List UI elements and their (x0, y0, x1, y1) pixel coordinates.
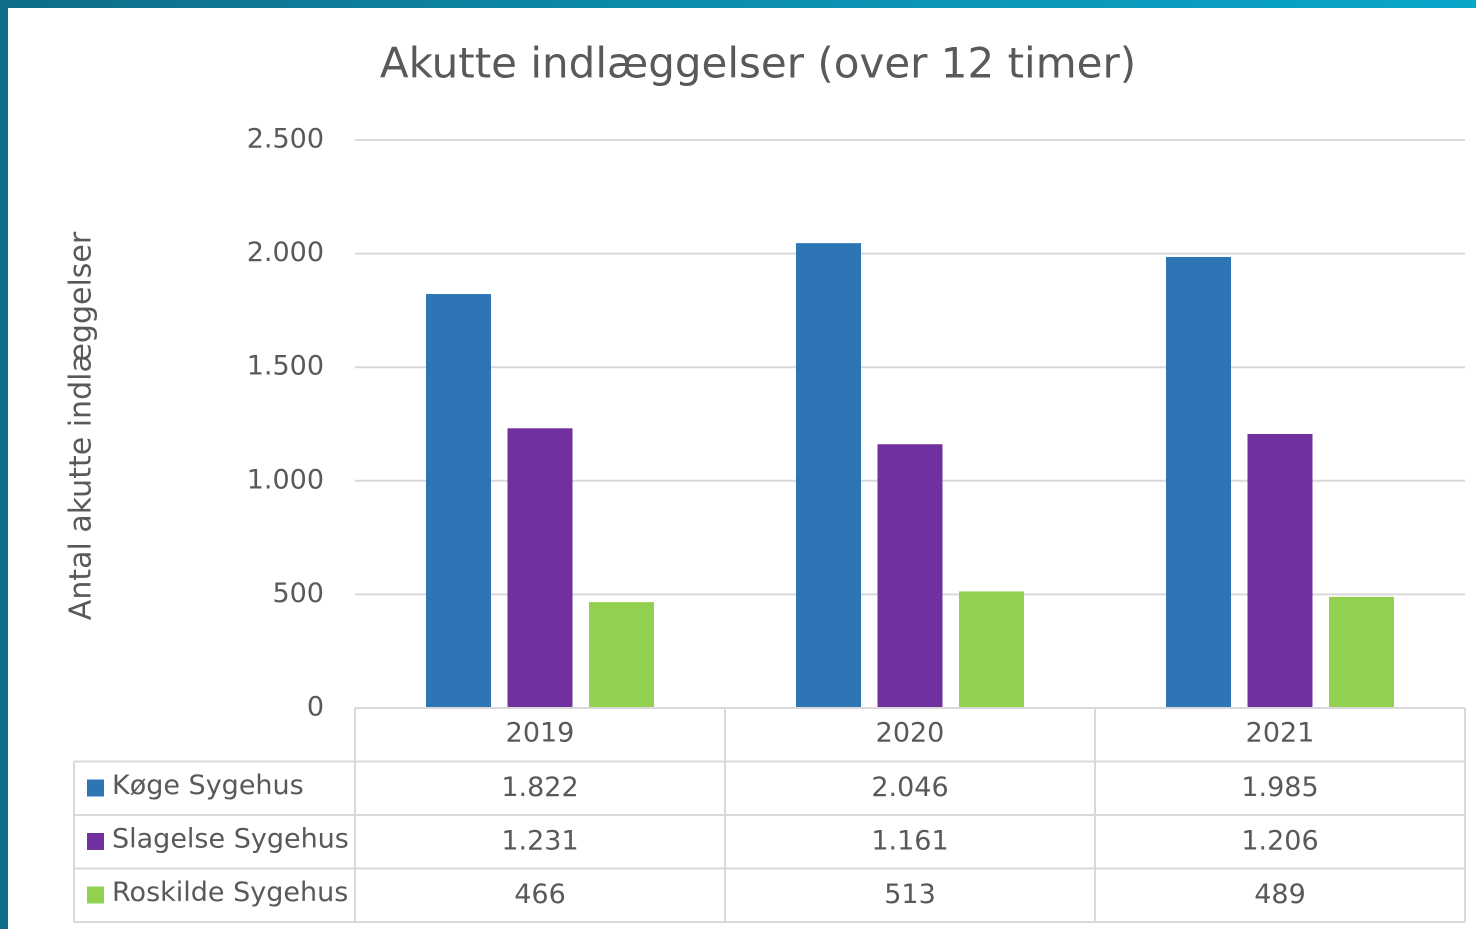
bar (426, 294, 491, 708)
y-tick-label: 2.000 (247, 237, 324, 268)
table-value: 1.822 (501, 772, 578, 803)
legend-label: Slagelse Sygehus (112, 824, 349, 855)
legend-key (87, 779, 104, 797)
table-value: 2.046 (871, 772, 948, 803)
bar (1247, 433, 1313, 708)
table-value: 513 (884, 879, 936, 910)
bar (589, 602, 654, 708)
y-tick-label: 0 (307, 692, 324, 723)
chart-title: Akutte indlæggelser (over 12 timer) (380, 39, 1136, 88)
legend-key (87, 833, 104, 850)
legend-label: Roskilde Sygehus (112, 877, 348, 908)
table-value: 466 (514, 879, 566, 910)
chart-background (8, 8, 1476, 929)
table-value: 1.985 (1241, 772, 1318, 803)
bar (507, 428, 573, 708)
y-axis-label: Antal akutte indlæggelser (64, 231, 99, 620)
x-tick-label: 2020 (876, 718, 945, 749)
legend-label: Køge Sygehus (112, 770, 304, 801)
table-value: 1.206 (1241, 826, 1318, 857)
x-tick-label: 2019 (506, 718, 575, 749)
table-value: 1.231 (501, 826, 578, 857)
bar (796, 243, 861, 708)
bar (1329, 596, 1394, 708)
table-value: 489 (1254, 879, 1306, 910)
bar (877, 444, 943, 708)
y-tick-label: 500 (272, 578, 324, 609)
y-tick-label: 2.500 (247, 124, 324, 155)
legend-key (87, 886, 104, 904)
table-value: 1.161 (871, 826, 948, 857)
y-tick-label: 1.000 (247, 464, 324, 495)
bar (959, 591, 1024, 708)
bar (1166, 257, 1231, 708)
y-tick-label: 1.500 (247, 351, 324, 382)
x-tick-label: 2021 (1246, 718, 1315, 749)
